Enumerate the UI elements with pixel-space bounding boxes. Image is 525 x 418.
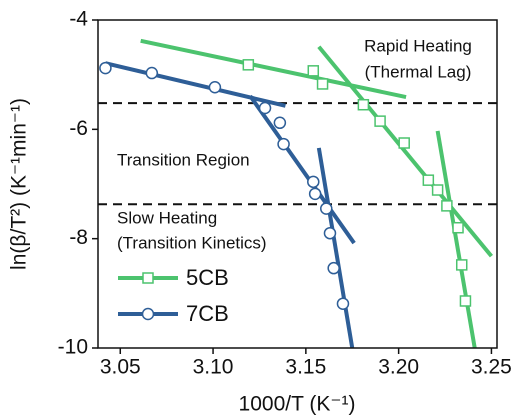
marker (422, 174, 435, 186)
marker (316, 78, 329, 90)
marker (327, 261, 340, 275)
fit-line (316, 147, 355, 348)
marker (374, 115, 386, 127)
marker (242, 59, 255, 71)
annotation: Transition Region (117, 150, 250, 169)
fit-line (248, 94, 356, 245)
marker (357, 98, 370, 111)
legend-label: 7CB (186, 301, 229, 326)
y-tick-label: -8 (69, 226, 88, 249)
marker (320, 202, 333, 215)
annotation: (Thermal Lag) (365, 62, 472, 81)
marker (455, 259, 468, 271)
legend-marker (141, 307, 155, 321)
marker (208, 80, 222, 94)
y-tick-label: -6 (69, 117, 88, 140)
marker (452, 221, 464, 234)
x-tick-label: 3.25 (471, 356, 512, 379)
marker (459, 295, 472, 307)
y-tick-label: -10 (58, 336, 88, 359)
marker (431, 184, 444, 196)
fit-line (140, 38, 407, 100)
annotation: (Transition Kinetics) (117, 233, 267, 252)
marker (336, 297, 350, 310)
x-axis-label: 1000/T (K⁻¹) (239, 393, 356, 416)
x-tick-label: 3.20 (378, 356, 419, 379)
marker (441, 200, 453, 212)
legend-label: 5CB (186, 265, 229, 290)
y-tick-label: -4 (69, 8, 88, 31)
marker (145, 66, 159, 80)
plot-area (98, 38, 497, 348)
marker (99, 61, 112, 75)
fit-line (435, 130, 477, 348)
y-axis-label: ln(β/T²) (K⁻¹min⁻¹) (8, 98, 31, 270)
fit-line (104, 61, 286, 108)
marker (398, 137, 410, 149)
annotation: Rapid Heating (364, 36, 472, 55)
x-tick-label: 3.10 (193, 356, 234, 379)
legend-marker (142, 272, 154, 284)
x-tick-label: 3.05 (100, 356, 141, 379)
marker (307, 65, 320, 77)
marker (277, 137, 290, 151)
x-tick-label: 3.15 (285, 356, 326, 379)
marker (323, 226, 337, 240)
annotation: Slow Heating (117, 208, 217, 227)
axes-frame (97, 19, 498, 349)
marker (308, 187, 322, 201)
marker (258, 101, 272, 115)
marker (307, 175, 320, 189)
fit-line (317, 45, 493, 258)
marker (273, 116, 287, 130)
